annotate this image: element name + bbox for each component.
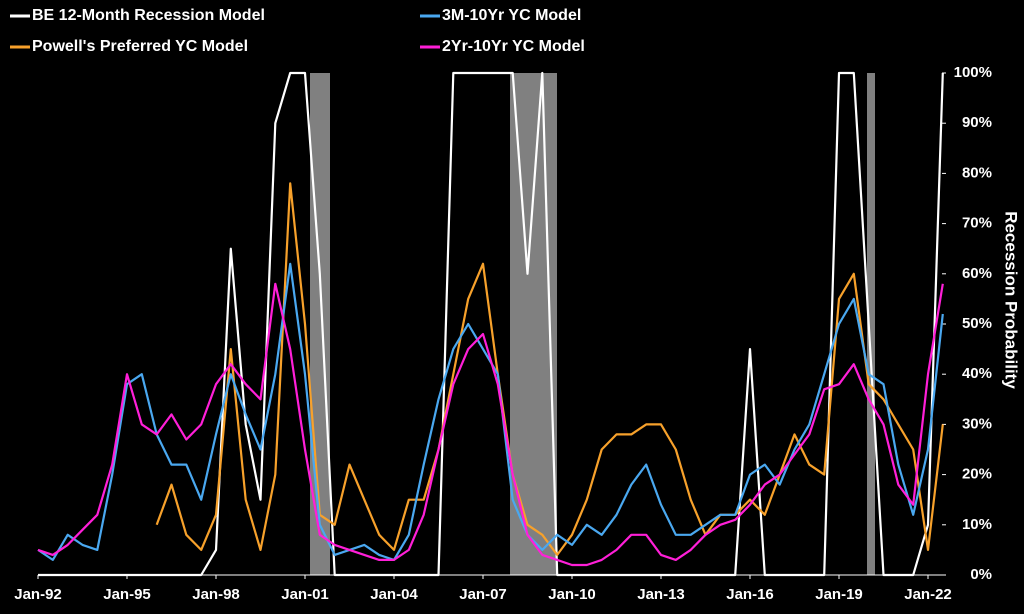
x-tick-label: Jan-10	[548, 586, 596, 603]
x-tick-label: Jan-07	[459, 586, 507, 603]
series-line	[155, 182, 944, 556]
x-tick-label: Jan-16	[726, 586, 774, 603]
y-tick-label: 0%	[970, 566, 992, 583]
y-tick-label: 100%	[954, 64, 992, 81]
y-tick-label: 30%	[962, 415, 992, 432]
y-tick-label: 60%	[962, 265, 992, 282]
legend-label: 2Yr-10Yr YC Model	[442, 38, 585, 55]
legend-label: 3M-10Yr YC Model	[442, 7, 581, 24]
x-tick-label: Jan-98	[192, 586, 240, 603]
legend-label: Powell's Preferred YC Model	[32, 38, 248, 55]
y-tick-label: 50%	[962, 315, 992, 332]
x-tick-label: Jan-13	[637, 586, 685, 603]
x-tick-label: Jan-19	[815, 586, 863, 603]
y-tick-label: 90%	[962, 114, 992, 131]
y-axis-label: Recession Probability	[1002, 211, 1021, 389]
recession-shading	[867, 73, 875, 575]
x-tick-label: Jan-04	[370, 586, 418, 603]
y-tick-label: 70%	[962, 215, 992, 232]
x-tick-label: Jan-01	[281, 586, 329, 603]
legend-label: BE 12-Month Recession Model	[32, 7, 265, 24]
y-tick-label: 20%	[962, 466, 992, 483]
x-tick-label: Jan-92	[14, 586, 62, 603]
y-tick-label: 10%	[962, 516, 992, 533]
series-line	[38, 71, 944, 577]
y-tick-label: 80%	[962, 164, 992, 181]
x-tick-label: Jan-95	[103, 586, 151, 603]
x-tick-label: Jan-22	[904, 586, 952, 603]
y-tick-label: 40%	[962, 365, 992, 382]
series-line	[37, 282, 944, 567]
